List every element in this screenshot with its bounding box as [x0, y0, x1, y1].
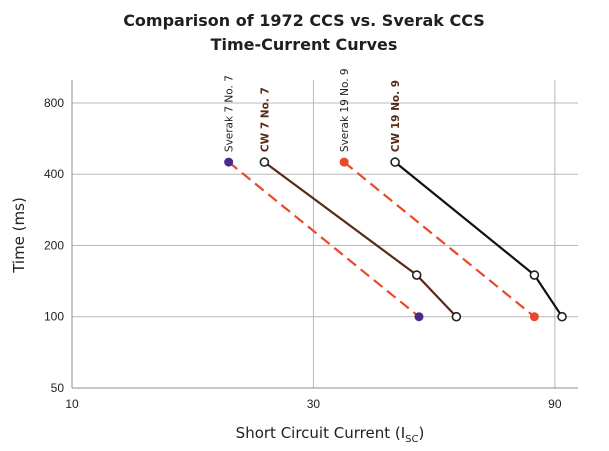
- series-4-marker: [390, 157, 400, 167]
- x-tick-label: 10: [65, 397, 79, 411]
- series-1-marker: [224, 157, 234, 167]
- series-2-line: [263, 161, 458, 318]
- series-3-label: Sverak 19 No. 9: [339, 68, 351, 152]
- x-tick-label: 30: [307, 397, 321, 411]
- series-1-label: Sverak 7 No. 7: [224, 75, 236, 152]
- series-label-layer: Sverak 7 No. 7 CW 7 No. 7 Sverak 19 No. 9 C…: [224, 68, 402, 152]
- series-2-marker: [451, 311, 462, 322]
- series-2-marker: [411, 270, 422, 280]
- series-4-label: CW 19 No. 9: [390, 80, 402, 152]
- x-axis-label-subscript: SC: [405, 434, 418, 445]
- series-3-line: [343, 161, 536, 318]
- y-axis-label: Time (ms): [10, 197, 28, 274]
- x-axis-label: Short Circuit Current (ISC): [236, 424, 425, 445]
- series-1-marker: [414, 312, 424, 322]
- series-2-label: CW 7 No. 7: [259, 87, 271, 152]
- series-4-marker: [557, 311, 567, 322]
- series-1-line: [228, 161, 420, 318]
- y-tick-label: 50: [51, 381, 65, 395]
- x-axis-label-main: Short Circuit Current (I: [236, 424, 405, 442]
- grid-layer: [72, 80, 578, 388]
- y-tick-label: 100: [44, 310, 64, 324]
- series-3-marker: [339, 157, 349, 167]
- series-layer: [224, 157, 567, 322]
- chart-title-line1: Comparison of 1972 CCS vs. Sverak CCS: [123, 11, 485, 30]
- chart-title-line2: Time-Current Curves: [211, 35, 398, 54]
- x-tick-label: 90: [548, 397, 562, 411]
- series-4-line: [394, 161, 564, 318]
- y-tick-label: 200: [44, 238, 64, 252]
- series-4-marker: [529, 270, 540, 280]
- series-2-marker: [259, 157, 270, 167]
- y-tick-label: 400: [44, 167, 64, 181]
- axis-layer: 50 100 200 400 800 10 30 90: [44, 80, 578, 411]
- y-tick-label: 800: [44, 96, 64, 110]
- x-axis-label-close: ): [418, 424, 424, 442]
- series-3-marker: [529, 312, 539, 322]
